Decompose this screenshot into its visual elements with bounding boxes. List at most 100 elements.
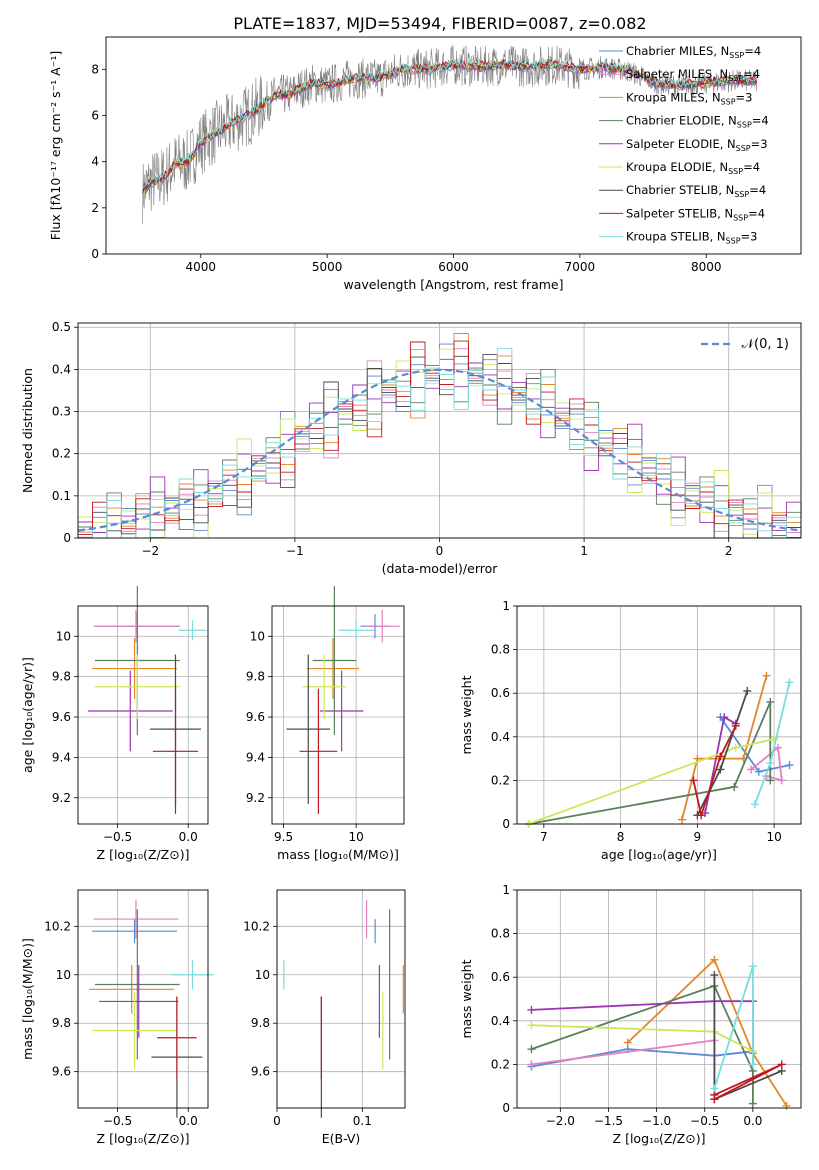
x-tick-label: 9.5 (274, 830, 293, 844)
axes-frame (516, 605, 802, 825)
panel-age-vs-mass: 9.5 10 9.2 9.4 9.6 9.8 10 mass [log₁₀(M/M⊙)] (246, 585, 405, 862)
panel-mass-vs-ebv: 0 0.1 9.6 9.8 10 10.2 E(B-V) (243, 889, 406, 1146)
y-axis-label: mass [log₁₀(M/M⊙)] (20, 938, 35, 1060)
y-tick-label: 0 (502, 817, 510, 831)
figure-title: PLATE=1837, MJD=53494, FIBERID=0087, z=0… (233, 14, 646, 33)
x-tick-label: 10 (348, 830, 363, 844)
x-tick-label: −0.5 (690, 1114, 719, 1128)
x-tick-label: 6000 (438, 260, 469, 274)
legend-entry: Chabrier STELIB, NSSP=4 (626, 183, 766, 199)
y-tick-label: 10 (255, 968, 270, 982)
weight-line (531, 1048, 754, 1068)
y-tick-label: 0.2 (491, 773, 510, 787)
x-tick-label: −2 (141, 544, 159, 558)
x-axis-label: E(B-V) (322, 1131, 361, 1146)
legend-entry: Salpeter MILES, NSSP=4 (626, 67, 760, 83)
y-tick-label: 0 (502, 1101, 510, 1115)
panel-mass-vs-Z: −0.5 0.0 9.6 9.8 10 10.2 Z [log₁₀(Z/Z⊙)] mass [… (20, 889, 214, 1146)
x-tick-label: 10 (766, 830, 781, 844)
y-tick-label: 1 (502, 599, 510, 613)
y-tick-label: 10 (56, 629, 71, 643)
panel-weight-vs-Z: −2.0 −1.5 −1.0 −0.5 0.0 0 0.2 0.4 0.6 0.8 1 Z [log₁… (459, 883, 802, 1146)
y-axis-label: Normed distribution (20, 368, 35, 493)
y-tick-label: 4 (91, 155, 99, 169)
weight-line (531, 1039, 716, 1095)
legend-entry: Chabrier MILES, NSSP=4 (626, 44, 761, 60)
y-axis-label: mass weight (459, 675, 474, 754)
y-tick-label: 0.6 (491, 686, 510, 700)
x-tick-label: 2 (725, 544, 733, 558)
y-tick-label: 0.4 (52, 362, 71, 376)
weight-line (531, 984, 754, 1104)
y-tick-label: 9.4 (52, 750, 71, 764)
x-axis-label: age [log₁₀(age/yr)] (601, 847, 717, 862)
y-tick-label: 0.1 (52, 489, 71, 503)
y-tick-label: 9.6 (52, 1065, 71, 1079)
weight-line (528, 701, 772, 825)
y-tick-label: 8 (91, 62, 99, 76)
weight-line (713, 966, 754, 1089)
y-tick-label: 10 (250, 629, 265, 643)
panel-age-vs-Z: −0.5 0.0 9.2 9.4 9.6 9.8 10 Z [log₁₀(Z/Z⊙)] age … (20, 585, 209, 862)
axes-frame (276, 889, 406, 1109)
normal-curve (77, 368, 802, 532)
x-axis-label: Z [log₁₀(Z/Z⊙)] (613, 1131, 706, 1146)
weight-line (627, 958, 788, 1107)
x-tick-label: 4000 (185, 260, 216, 274)
legend-entry: 𝒩(0, 1) (742, 337, 789, 352)
y-tick-label: 9.2 (246, 791, 265, 805)
y-tick-label: 0.2 (52, 447, 71, 461)
y-tick-label: 0.3 (52, 405, 71, 419)
x-tick-label: 5000 (312, 260, 343, 274)
x-tick-label: 7000 (565, 260, 596, 274)
y-tick-label: 9.4 (246, 750, 265, 764)
y-tick-label: 0.8 (491, 927, 510, 941)
panel-spectrum: 4000 5000 6000 7000 8000 0 2 4 6 8 wavelength [Ang… (48, 36, 802, 292)
y-tick-label: 0.5 (52, 320, 71, 334)
y-tick-label: 0.6 (491, 970, 510, 984)
legend-entry: Kroupa ELODIE, NSSP=4 (626, 160, 760, 176)
x-tick-label: 0.0 (179, 1114, 198, 1128)
y-axis-label: age [log₁₀(age/yr)] (20, 657, 35, 773)
y-tick-label: 10.2 (44, 919, 71, 933)
x-tick-label: 1 (580, 544, 588, 558)
x-tick-label: 0 (436, 544, 444, 558)
x-tick-label: 9 (694, 830, 702, 844)
legend-entry: Salpeter ELODIE, NSSP=3 (626, 137, 768, 153)
axes-frame (77, 889, 209, 1109)
x-tick-label: −1 (286, 544, 304, 558)
y-tick-label: 0.2 (491, 1057, 510, 1071)
y-tick-label: 0 (91, 247, 99, 261)
y-tick-label: 9.8 (246, 670, 265, 684)
x-tick-label: 0.1 (353, 1114, 372, 1128)
y-axis-label: mass weight (459, 959, 474, 1038)
y-tick-label: 9.6 (251, 1065, 270, 1079)
x-tick-label: 0 (273, 1114, 281, 1128)
axes-frame (271, 605, 405, 825)
y-tick-label: 6 (91, 108, 99, 122)
y-tick-label: 9.8 (52, 670, 71, 684)
x-tick-label: 0.0 (179, 830, 198, 844)
axes-frame (516, 889, 802, 1109)
x-tick-label: −0.5 (103, 830, 132, 844)
x-tick-label: −1.5 (594, 1114, 623, 1128)
x-tick-label: −2.0 (546, 1114, 575, 1128)
y-tick-label: 9.8 (251, 1016, 270, 1030)
y-tick-label: 0.8 (491, 643, 510, 657)
weight-line (750, 745, 783, 782)
x-axis-label: Z [log₁₀(Z/Z⊙)] (97, 1131, 190, 1146)
legend-entry: Salpeter STELIB, NSSP=4 (626, 206, 765, 222)
y-tick-label: 2 (91, 201, 99, 215)
panel-residuals: −2 −1 0 1 2 0 0.1 0.2 0.3 0.4 0.5 (data-model)/erro… (20, 320, 802, 576)
legend-entry: Chabrier ELODIE, NSSP=4 (626, 114, 769, 130)
y-tick-label: 10 (56, 968, 71, 982)
y-tick-label: 10.2 (243, 919, 270, 933)
x-tick-label: 7 (540, 830, 548, 844)
histogram-step (77, 347, 802, 539)
x-axis-label: wavelength [Angstrom, rest frame] (343, 277, 563, 292)
y-tick-label: 1 (502, 883, 510, 897)
axes-frame (77, 322, 802, 539)
weight-line (692, 725, 737, 819)
